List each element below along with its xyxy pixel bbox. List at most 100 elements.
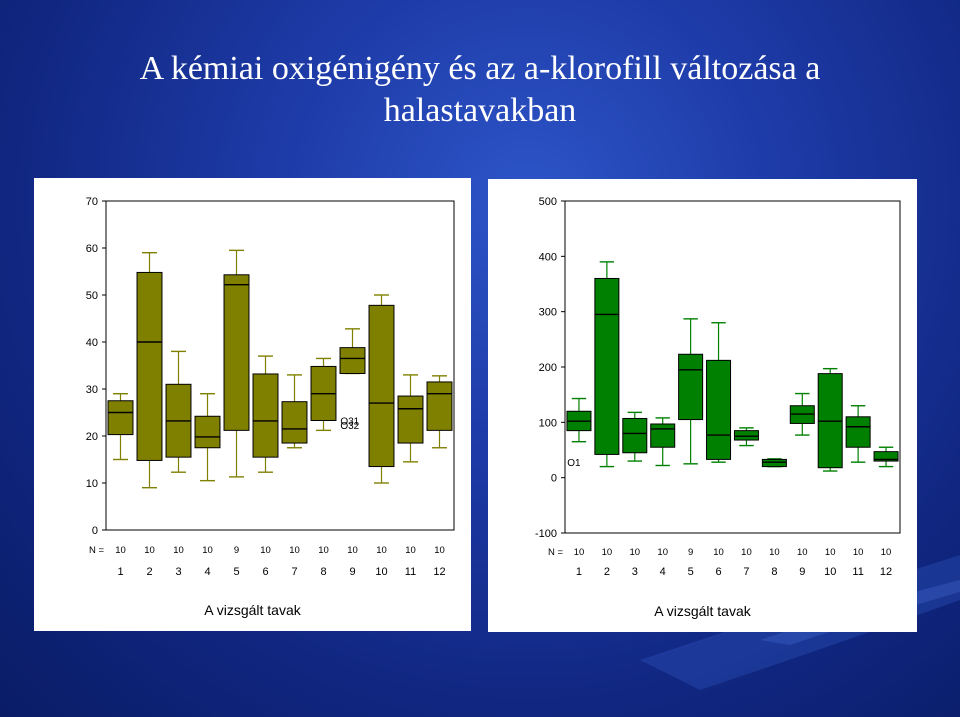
n-count-label: 10: [115, 545, 126, 556]
iqr-box: [650, 423, 676, 448]
chart-panel-kem-oxygen: 0 10 20 30 40 50 60 70 N = 10 1 10 2 10 3 10 4 9 5 10 6 10 7 10…: [34, 178, 471, 631]
category-tick-label: 7: [291, 566, 297, 578]
category-tick-label: 11: [405, 566, 416, 578]
category-tick-label: 5: [688, 566, 694, 578]
n-count-label: 10: [825, 547, 836, 558]
chart-panel-chlorophyll: -100 0 100 200 300 400 500 N = 10 1 10 2 10 3 10 4 9 5 10 6…: [488, 179, 917, 632]
n-count-label: 10: [347, 545, 358, 556]
box-12: [873, 446, 899, 468]
n-count-label: 10: [881, 547, 892, 558]
n-count-label: 10: [630, 547, 641, 558]
category-tick-label: 7: [743, 566, 749, 578]
category-tick-label: 12: [880, 566, 892, 578]
iqr-box: [223, 274, 250, 431]
n-count-label: 10: [405, 545, 416, 556]
box-6: [706, 322, 732, 463]
box-3: [622, 411, 648, 462]
y-tick-label: 100: [539, 417, 557, 429]
category-tick-label: 3: [175, 566, 181, 578]
box-11: [845, 405, 871, 463]
box-10: [817, 367, 843, 472]
box-7: [281, 374, 308, 449]
n-count-label: 9: [688, 547, 693, 558]
box-9: [339, 328, 366, 375]
category-tick-label: 2: [146, 566, 152, 578]
iqr-box: [281, 401, 308, 444]
box-2: [136, 251, 163, 489]
category-tick-label: 12: [433, 566, 445, 578]
y-tick-label: 500: [539, 196, 557, 208]
y-tick-label: 300: [539, 307, 557, 319]
n-row-label: N =: [89, 545, 105, 556]
box-11: [397, 374, 424, 463]
iqr-box: [622, 417, 648, 454]
n-row-label: N =: [548, 547, 564, 558]
box-5: [678, 318, 704, 465]
slide-title-line-2: halastavakban: [383, 92, 577, 129]
iqr-box: [594, 277, 620, 455]
y-tick-label: 40: [86, 337, 98, 349]
category-tick-label: 8: [320, 566, 326, 578]
category-tick-label: 10: [824, 566, 836, 578]
category-tick-label: 6: [715, 566, 721, 578]
y-tick-label: -100: [535, 528, 557, 540]
category-tick-label: 10: [375, 566, 387, 578]
iqr-box: [107, 400, 134, 436]
box-1: [566, 397, 592, 443]
box-6: [252, 355, 279, 473]
iqr-box: [397, 395, 424, 444]
n-count-label: 10: [769, 547, 780, 558]
y-tick-label: 50: [86, 290, 98, 302]
iqr-box: [426, 381, 453, 431]
category-tick-label: 11: [852, 566, 863, 578]
box-2: [594, 261, 620, 468]
y-tick-label: 0: [92, 525, 98, 537]
category-tick-label: 9: [349, 566, 355, 578]
iqr-box: [678, 353, 704, 421]
n-count-label: 10: [574, 547, 585, 558]
box-4: [194, 392, 221, 482]
n-count-label: 10: [797, 547, 808, 558]
iqr-box: [252, 373, 279, 458]
n-count-label: 9: [234, 545, 239, 556]
y-tick-label: 20: [86, 431, 98, 443]
n-count-label: 10: [202, 545, 213, 556]
iqr-box: [733, 430, 759, 441]
x-axis-label-right: A vizsgált tavak: [654, 603, 751, 619]
category-tick-label: 4: [204, 566, 210, 578]
y-tick-label: 0: [551, 473, 557, 485]
box-10: [368, 294, 395, 484]
slide-title-line-1: A kémiai oxigénigény és az a-klorofill v…: [139, 50, 821, 87]
iqr-box: [845, 416, 871, 448]
n-count-label: 10: [853, 547, 864, 558]
category-tick-label: 3: [632, 566, 638, 578]
y-tick-label: 60: [86, 243, 98, 255]
category-tick-label: 6: [262, 566, 268, 578]
category-tick-label: 1: [576, 566, 582, 578]
n-count-label: 10: [713, 547, 724, 558]
n-count-label: 10: [260, 545, 271, 556]
y-tick-label: 70: [86, 196, 98, 208]
category-tick-label: 4: [660, 566, 666, 578]
box-8: [310, 357, 337, 432]
y-tick-label: 30: [86, 384, 98, 396]
y-tick-label: 200: [539, 362, 557, 374]
n-count-label: 10: [376, 545, 387, 556]
category-tick-label: 8: [771, 566, 777, 578]
iqr-box: [761, 458, 787, 468]
n-count-label: 10: [144, 545, 155, 556]
outlier-label: O32: [340, 421, 359, 432]
n-count-label: 10: [289, 545, 300, 556]
boxplot-chart-left: 0 10 20 30 40 50 60 70 N = 10 1 10 2 10 3 10 4 9 5 10 6 10 7 10…: [86, 196, 455, 578]
x-axis-label-left: A vizsgált tavak: [204, 602, 301, 618]
iqr-box: [706, 359, 732, 460]
box-9: [789, 392, 815, 436]
n-count-label: 10: [318, 545, 329, 556]
iqr-box: [136, 271, 163, 461]
box-8: [761, 458, 787, 468]
category-tick-label: 5: [233, 566, 239, 578]
iqr-box: [873, 451, 899, 462]
slide-title: A kémiai oxigénigény és az a-klorofill v…: [0, 48, 960, 132]
box-3: [165, 350, 192, 473]
box-4: [650, 417, 676, 467]
